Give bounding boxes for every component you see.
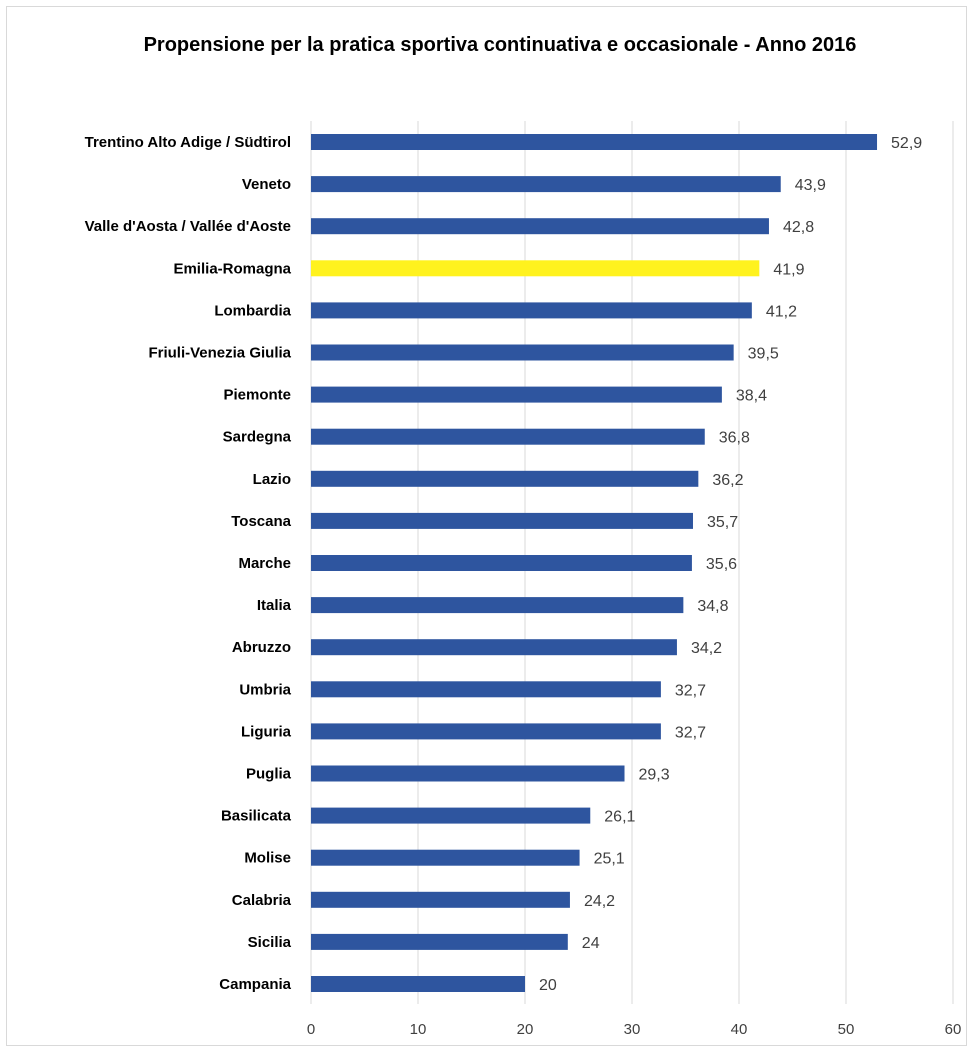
bar [311, 597, 684, 614]
category-label: Lazio [253, 471, 291, 488]
data-label: 24,2 [584, 893, 615, 910]
data-label: 29,3 [639, 767, 670, 784]
bar [311, 428, 705, 445]
bar [311, 891, 570, 908]
category-label: Sardegna [223, 429, 292, 446]
data-label: 24 [582, 935, 600, 952]
data-label: 41,2 [766, 303, 797, 320]
bar [311, 681, 661, 698]
data-label: 38,4 [736, 388, 767, 405]
bar [311, 512, 693, 529]
x-tick-label: 10 [410, 1021, 427, 1038]
data-label: 39,5 [748, 346, 779, 363]
category-label: Basilicata [221, 808, 292, 825]
bar [311, 555, 692, 571]
data-label: 32,7 [675, 724, 706, 741]
category-label: Liguria [241, 723, 292, 740]
x-tick-label: 60 [945, 1021, 962, 1038]
bar [311, 386, 722, 403]
data-label: 34,2 [691, 640, 722, 657]
category-label: Veneto [242, 176, 291, 193]
bar [311, 933, 568, 950]
data-label: 42,8 [783, 219, 814, 236]
category-label: Piemonte [223, 387, 291, 404]
category-label: Abruzzo [232, 639, 291, 656]
data-label: 34,8 [697, 598, 728, 615]
category-label: Sicilia [248, 934, 292, 951]
x-tick-label: 20 [517, 1021, 534, 1038]
data-label: 52,9 [891, 135, 922, 152]
category-label: Valle d'Aosta / Vallée d'Aoste [85, 218, 291, 235]
category-label: Lombardia [214, 302, 291, 319]
bar [311, 344, 734, 361]
category-label: Molise [244, 850, 291, 867]
category-label: Umbria [239, 681, 291, 698]
bar [311, 218, 769, 235]
category-label: Puglia [246, 766, 292, 783]
category-label: Friuli-Venezia Giulia [148, 345, 291, 362]
bar [311, 470, 699, 487]
x-tick-label: 40 [731, 1021, 748, 1038]
bar [311, 302, 752, 319]
bar [311, 723, 661, 740]
bar [311, 807, 591, 824]
bar [311, 849, 580, 866]
category-label: Italia [257, 597, 292, 614]
bar [311, 134, 878, 150]
category-label: Calabria [232, 892, 292, 909]
data-label: 32,7 [675, 682, 706, 699]
data-label: 26,1 [604, 809, 635, 826]
bar [311, 176, 781, 193]
bar [311, 260, 760, 277]
data-label: 35,6 [706, 556, 737, 573]
category-label: Trentino Alto Adige / Südtirol [85, 134, 291, 151]
x-tick-label: 50 [838, 1021, 855, 1038]
data-label: 20 [539, 977, 557, 994]
bar [311, 976, 525, 992]
category-label: Toscana [231, 513, 291, 530]
bar [311, 765, 625, 782]
x-tick-label: 0 [307, 1021, 315, 1038]
category-label: Marche [238, 555, 291, 572]
chart-title: Propensione per la pratica sportiva cont… [143, 34, 857, 56]
data-label: 36,2 [712, 472, 743, 489]
data-label: 25,1 [594, 851, 625, 868]
x-tick-label: 30 [624, 1021, 641, 1038]
data-label: 35,7 [707, 514, 738, 531]
data-label: 41,9 [773, 261, 804, 278]
category-label: Campania [219, 976, 291, 993]
data-label: 36,8 [719, 430, 750, 447]
data-label: 43,9 [795, 177, 826, 194]
bar [311, 639, 677, 656]
category-label: Emilia-Romagna [173, 260, 291, 277]
